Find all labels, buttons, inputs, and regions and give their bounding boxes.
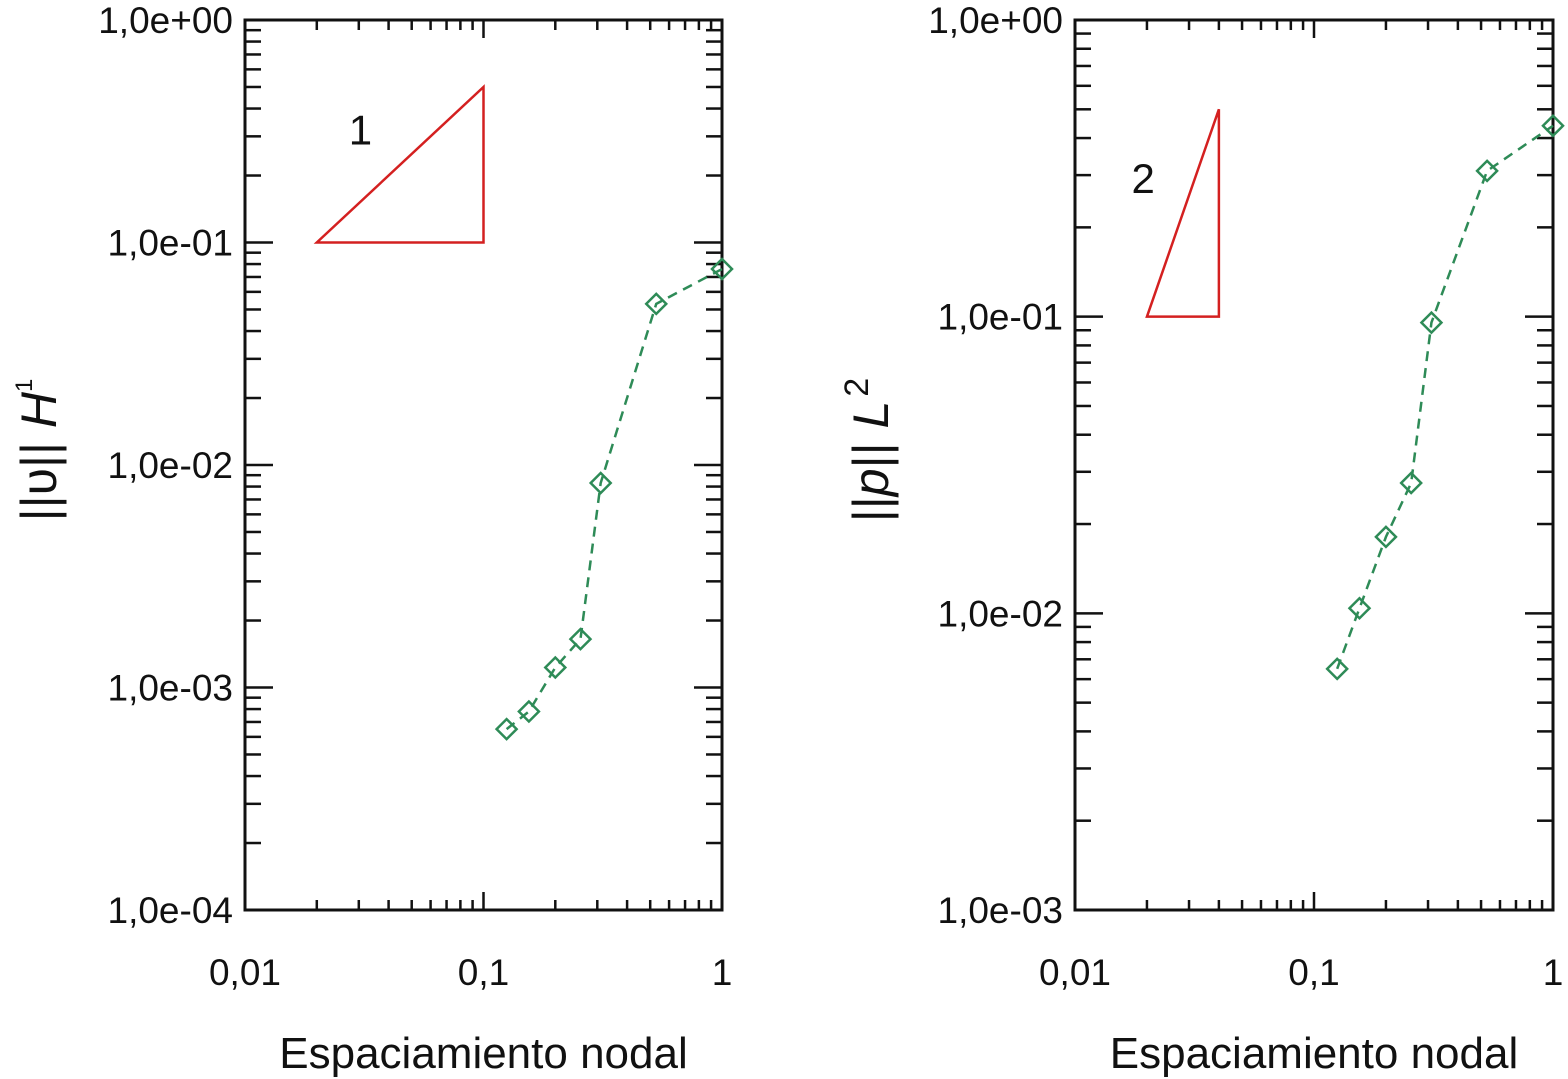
x-tick-label: 1 xyxy=(712,952,733,993)
x-tick-label: 0,01 xyxy=(1039,952,1111,993)
chart-panel-1: 0,01 0,1 1 1,0e-04 1,0e-03 1,0e-02 1,0e-01 1,0e… xyxy=(11,0,734,1078)
x-tick-label: 1 xyxy=(1543,952,1564,993)
data-point-marker xyxy=(1374,525,1398,549)
x-tick-label: 0,01 xyxy=(209,952,281,993)
data-point-marker xyxy=(1475,159,1499,183)
y-tick-label: 1,0e-03 xyxy=(108,668,234,709)
data-point-marker xyxy=(517,699,541,724)
y-tick-label: 1,0e+00 xyxy=(98,0,233,41)
data-point-marker xyxy=(494,717,519,741)
data-point-marker xyxy=(588,471,613,495)
slope-triangle xyxy=(1145,108,1221,318)
x-tick-label: 0,1 xyxy=(458,952,509,993)
y-tick-label: 1,0e-02 xyxy=(938,593,1064,634)
y-label-norm: || xyxy=(843,442,899,468)
y-tick-label: 1,0e-03 xyxy=(938,890,1064,931)
data-point-marker xyxy=(1419,310,1444,335)
data-point-marker xyxy=(543,655,568,680)
y-label-sup: 2 xyxy=(838,378,876,397)
slope-label: 1 xyxy=(349,107,372,154)
y-tick-label: 1,0e-01 xyxy=(938,297,1064,338)
x-axis-label: Espaciamiento nodal xyxy=(279,1029,687,1078)
y-tick-label: 1,0e-04 xyxy=(108,890,234,931)
y-tick-label: 1,0e-01 xyxy=(108,223,234,264)
y-tick-label: 1,0e-02 xyxy=(108,445,234,486)
y-label-space: L xyxy=(843,401,899,443)
series-line xyxy=(505,267,723,731)
x-tick-label: 0,1 xyxy=(1288,952,1339,993)
y-label-norm: ||υ|| xyxy=(11,442,67,521)
y-axis-label: ||υ|| H1 xyxy=(11,379,67,522)
y-label-sup: 1 xyxy=(11,379,38,392)
data-point-marker xyxy=(644,292,669,316)
data-point-marker xyxy=(568,627,593,651)
slope-label: 2 xyxy=(1132,155,1155,202)
y-label-norm: || xyxy=(843,496,899,522)
slope-triangle xyxy=(313,84,485,244)
x-axis-label: Espaciamiento nodal xyxy=(1110,1029,1518,1078)
data-point-marker xyxy=(1325,657,1349,681)
y-label-space: H xyxy=(11,391,67,442)
data-point-marker xyxy=(1399,471,1423,495)
data-point-marker xyxy=(1347,596,1372,621)
data-point-marker xyxy=(1541,114,1565,138)
y-axis-label: ||p|| L 2 xyxy=(838,378,899,522)
y-label-var: p xyxy=(843,468,899,498)
plot-frame xyxy=(1073,18,1555,912)
y-tick-label: 1,0e+00 xyxy=(928,0,1063,41)
chart-panel-2: 0,01 0,1 1 1,0e-03 1,0e-02 1,0e-01 1,0e+00 Espa… xyxy=(838,0,1565,1078)
data-point-marker xyxy=(710,257,734,281)
series-line xyxy=(1335,124,1554,670)
